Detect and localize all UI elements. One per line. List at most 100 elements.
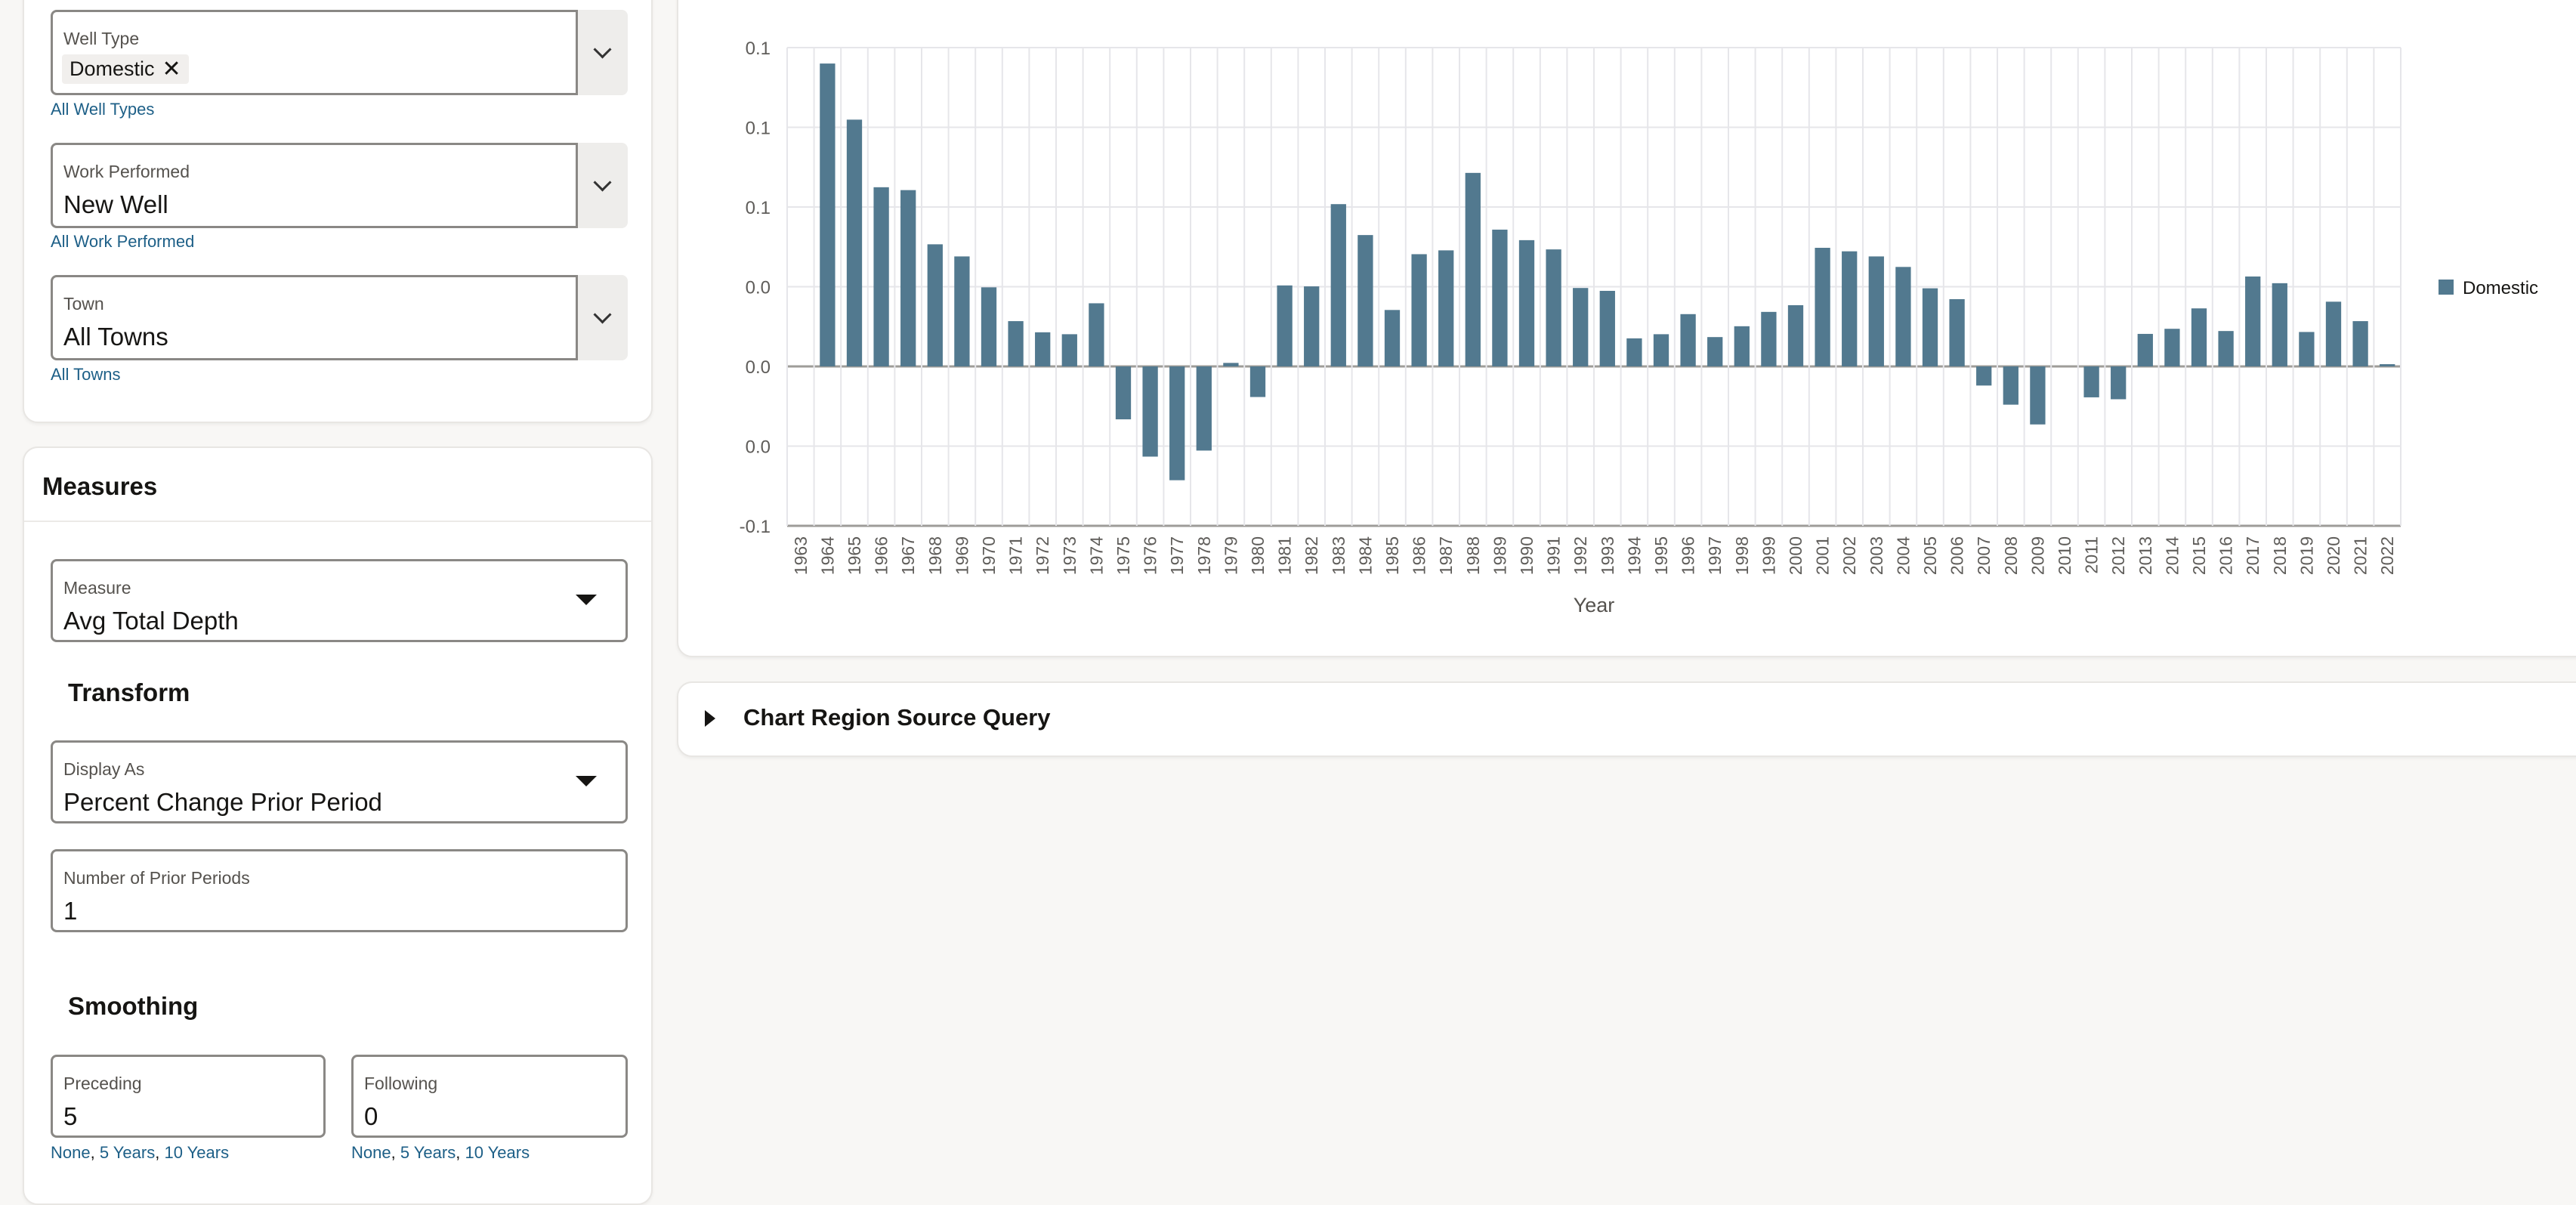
bar-1978[interactable] xyxy=(1196,366,1212,451)
bar-2009[interactable] xyxy=(2030,366,2046,425)
bar-2018[interactable] xyxy=(2272,283,2287,366)
all-well-types-link[interactable]: All Well Types xyxy=(51,100,155,119)
bar-1992[interactable] xyxy=(1573,288,1589,366)
x-tick-label: 1971 xyxy=(1006,536,1026,575)
bar-2006[interactable] xyxy=(1949,298,1965,366)
bar-2015[interactable] xyxy=(2191,308,2207,366)
preceding-10-years-link[interactable]: 10 Years xyxy=(164,1143,230,1162)
bar-1985[interactable] xyxy=(1384,310,1401,366)
bar-1998[interactable] xyxy=(1734,326,1750,366)
bar-2020[interactable] xyxy=(2325,301,2342,366)
following-input[interactable]: Following 0 xyxy=(351,1055,628,1138)
chevron-down-icon xyxy=(593,173,612,192)
bar-1970[interactable] xyxy=(981,287,997,366)
all-towns-link[interactable]: All Towns xyxy=(51,365,121,384)
bar-1987[interactable] xyxy=(1438,250,1454,366)
bar-1968[interactable] xyxy=(927,244,943,366)
bar-2014[interactable] xyxy=(2164,329,2180,366)
bar-1967[interactable] xyxy=(900,190,916,366)
bar-1994[interactable] xyxy=(1626,338,1642,366)
bar-1979[interactable] xyxy=(1223,363,1239,366)
prior-periods-input[interactable]: Number of Prior Periods 1 xyxy=(51,849,628,932)
bar-1982[interactable] xyxy=(1304,286,1320,366)
expand-triangle-icon[interactable] xyxy=(705,710,715,727)
bar-2003[interactable] xyxy=(1868,256,1884,366)
x-tick-label: 2002 xyxy=(1839,536,1859,575)
legend-swatch[interactable] xyxy=(2439,280,2454,295)
x-tick-label: 1966 xyxy=(872,536,891,575)
measure-select[interactable]: Measure Avg Total Depth xyxy=(51,559,628,642)
display-as-select[interactable]: Display As Percent Change Prior Period xyxy=(51,740,628,823)
bar-1989[interactable] xyxy=(1492,229,1508,366)
following-value: 0 xyxy=(364,1102,378,1130)
following-5-years-link[interactable]: 5 Years xyxy=(400,1143,456,1162)
bar-2008[interactable] xyxy=(2003,366,2018,405)
following-none-link[interactable]: None xyxy=(351,1143,391,1162)
bar-1971[interactable] xyxy=(1008,321,1024,366)
bar-2017[interactable] xyxy=(2245,276,2261,366)
well-type-field[interactable]: Well Type Domestic ✕ xyxy=(51,10,578,95)
x-tick-label: 1963 xyxy=(791,536,811,575)
town-field[interactable]: Town All Towns xyxy=(51,275,578,360)
bar-2019[interactable] xyxy=(2299,332,2315,366)
chip-text: Domestic xyxy=(69,57,155,80)
bar-1966[interactable] xyxy=(873,187,889,366)
work-performed-dropdown-button[interactable] xyxy=(578,143,628,228)
bar-2002[interactable] xyxy=(1842,251,1858,366)
bar-1969[interactable] xyxy=(954,256,970,366)
remove-chip-icon[interactable]: ✕ xyxy=(162,56,181,82)
chart-region-source-query[interactable]: Chart Region Source Query xyxy=(677,681,2576,757)
x-tick-label: 1981 xyxy=(1275,536,1295,575)
bar-1980[interactable] xyxy=(1249,366,1266,397)
bar-1976[interactable] xyxy=(1142,366,1158,457)
preceding-5-years-link[interactable]: 5 Years xyxy=(99,1143,156,1162)
x-tick-label: 2013 xyxy=(2136,536,2155,575)
bar-1964[interactable] xyxy=(820,63,836,366)
bar-2012[interactable] xyxy=(2111,366,2127,400)
all-work-performed-link[interactable]: All Work Performed xyxy=(51,232,195,251)
bar-2021[interactable] xyxy=(2352,321,2368,366)
bar-2007[interactable] xyxy=(1976,366,1992,386)
following-10-years-link[interactable]: 10 Years xyxy=(465,1143,530,1162)
bar-1983[interactable] xyxy=(1330,204,1346,366)
bar-1981[interactable] xyxy=(1277,285,1293,366)
x-tick-label: 2020 xyxy=(2324,536,2343,575)
bar-1988[interactable] xyxy=(1465,172,1481,366)
bar-1972[interactable] xyxy=(1035,332,1051,366)
x-tick-label: 1990 xyxy=(1517,536,1537,575)
well-type-dropdown-button[interactable] xyxy=(578,10,628,95)
x-tick-label: 1973 xyxy=(1060,536,1080,575)
bar-2016[interactable] xyxy=(2218,331,2234,366)
bar-2022[interactable] xyxy=(2380,364,2395,366)
chart-card: -0.1 0.0 0.0 0.0 0.1 0.1 0.1 1963 1964 1965 1966 1… xyxy=(677,0,2576,657)
town-dropdown-button[interactable] xyxy=(578,275,628,360)
bar-2004[interactable] xyxy=(1895,267,1911,366)
bar-2000[interactable] xyxy=(1787,304,1804,366)
bar-1995[interactable] xyxy=(1653,334,1669,366)
bar-1977[interactable] xyxy=(1169,366,1185,480)
bar-1997[interactable] xyxy=(1707,337,1723,366)
bar-1974[interactable] xyxy=(1089,303,1104,366)
bar-1991[interactable] xyxy=(1546,249,1561,366)
x-tick-label: 1974 xyxy=(1086,536,1106,575)
bar-1999[interactable] xyxy=(1761,311,1777,366)
bar-2011[interactable] xyxy=(2083,366,2099,397)
bar-1993[interactable] xyxy=(1599,290,1615,366)
legend-label[interactable]: Domestic xyxy=(2463,278,2538,298)
town-label: Town xyxy=(63,294,104,314)
bar-2013[interactable] xyxy=(2137,333,2153,366)
bar-1973[interactable] xyxy=(1061,334,1077,366)
bar-1986[interactable] xyxy=(1411,254,1427,366)
bar-2001[interactable] xyxy=(1815,248,1830,366)
bar-1990[interactable] xyxy=(1518,239,1535,366)
preceding-input[interactable]: Preceding 5 xyxy=(51,1055,326,1138)
bar-1975[interactable] xyxy=(1115,366,1132,420)
x-tick-label: 1976 xyxy=(1141,536,1160,575)
preceding-none-link[interactable]: None xyxy=(51,1143,91,1162)
bar-1984[interactable] xyxy=(1357,235,1373,366)
bar-2005[interactable] xyxy=(1922,288,1938,366)
bar-1996[interactable] xyxy=(1680,314,1696,366)
bar-1965[interactable] xyxy=(846,119,863,366)
x-tick-label: 2014 xyxy=(2162,536,2182,575)
work-performed-field[interactable]: Work Performed New Well xyxy=(51,143,578,228)
